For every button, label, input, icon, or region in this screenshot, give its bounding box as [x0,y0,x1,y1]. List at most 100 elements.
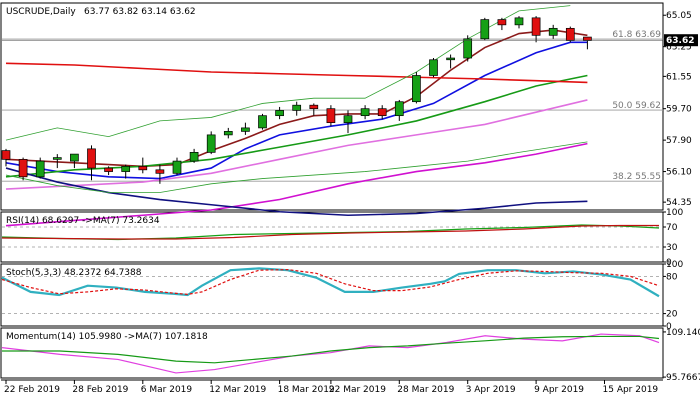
candle-body [18,158,28,178]
candle [138,157,148,174]
candle [497,17,507,31]
candle-body [497,19,507,26]
x-tick-label: 28 Mar 2019 [397,385,454,395]
candle [206,131,216,155]
candle [258,113,267,130]
candle-body [463,38,473,59]
price-y-tick-label: 65.05 [666,11,692,21]
price-y-tick-label: 63.25 [666,43,692,53]
candle [429,58,438,78]
candle [87,145,96,181]
candle [412,72,421,104]
candle [548,24,558,39]
candle [394,99,404,121]
candle-body [514,17,524,26]
stoch-y-tick-label: 80 [666,272,678,282]
candle-body [70,153,79,162]
candle-body [446,57,455,61]
candle-body [548,27,558,36]
candle-body [360,108,370,117]
candle-body [104,167,113,172]
candle-body [292,104,302,111]
candle [35,157,45,179]
price-line-ma_fast-0 [5,29,588,168]
rsi-y-tick-label: 30 [666,243,678,253]
candle-body [206,134,216,153]
candle [514,16,524,29]
candle [565,26,575,43]
candle [292,101,302,116]
price-y-tick-label: 59.70 [666,105,692,115]
x-tick-label: 28 Feb 2019 [72,385,128,395]
rsi-y-tick-label: 70 [666,223,678,233]
momentum-series-1 [2,335,660,364]
momentum-y-tick-label: 95.7667 [666,373,700,383]
stoch-series-0 [1,267,660,298]
x-tick-label: 6 Mar 2019 [141,385,193,395]
x-tick-label: 9 Apr 2019 [534,385,584,395]
momentum-y-tick-label: 109.1400 [666,328,700,338]
stoch-label: Stoch(5,3,3) 48.2372 64.7388 [6,268,142,278]
x-tick-label: 3 Apr 2019 [466,385,516,395]
candle-body [121,165,131,172]
rsi-y-tick-label: 0 [666,258,672,268]
candle-body [480,19,490,40]
candle [155,164,165,184]
candle [121,164,131,179]
candle-body [189,152,199,162]
candle-body [275,110,284,117]
price-line-ma_navy-6 [5,167,588,217]
momentum-series-0 [1,333,660,374]
momentum-label: Momentum(14) 105.9980 ->MA(7) 107.1818 [6,332,208,342]
candle-body [565,27,575,41]
price-line-ma_red-3 [5,62,588,84]
price-line-bb-8 [5,141,588,193]
x-tick-label: 12 Mar 2019 [209,385,266,395]
candle-body [429,59,438,76]
rsi-label: RSI(14) 68.6297 ->MA(7) 73.2634 [6,216,160,226]
candle [463,35,473,62]
price-line-ma_blue-1 [5,41,588,180]
candle [583,36,592,50]
candle-body [1,150,11,160]
fib-level-label: 61.8 63.69 [612,30,661,40]
candle-body [258,115,267,129]
candle-body [326,108,336,124]
candle-body [412,75,421,103]
candle-body [583,36,592,41]
candle-body [155,169,165,174]
price-y-tick-label: 57.90 [666,136,692,146]
candle [189,148,199,163]
price-panel-frame [0,2,664,211]
candle-body [87,148,96,169]
stoch-y-tick-label: 100 [666,260,683,270]
candle-body [138,165,148,171]
price-y-tick-label: 56.10 [666,168,692,178]
candle-body [531,17,541,36]
candle [309,103,319,116]
price-line-ma_magenta-5 [5,142,588,227]
current-price-label: 63.62 [666,36,694,46]
price-line-ma_pink-4 [5,99,588,190]
candle [360,105,370,120]
candle [343,110,353,134]
candle-body [223,131,233,136]
candle [223,127,233,139]
candle-body [241,127,250,132]
price-y-tick-label: 61.55 [666,72,692,82]
momentum-panel-frame [0,327,664,379]
rsi-series-1 [1,224,659,240]
ohlc-values: 63.77 63.82 63.14 63.62 [84,7,196,17]
candle [104,166,113,176]
candle [480,17,490,41]
current-price-tag [664,34,698,47]
candle [1,148,11,167]
symbol-timeframe: USCRUDE,Daily [6,7,76,17]
candle [377,105,387,120]
candle [241,122,250,135]
candle-body [52,157,62,160]
rsi-panel-frame [0,211,664,263]
x-tick-label: 15 Apr 2019 [603,385,659,395]
price-line-bb-7 [5,5,571,141]
